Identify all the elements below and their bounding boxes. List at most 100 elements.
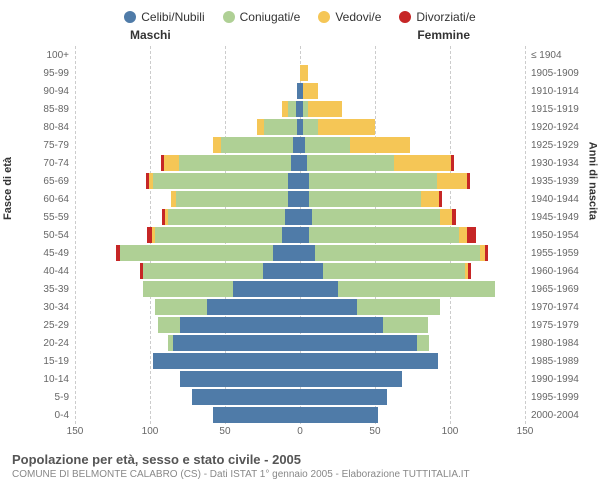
bar-segment [300,191,309,207]
bar-segment [158,317,181,333]
female-bar [300,407,378,423]
age-label: 5-9 [20,392,75,403]
male-half [75,262,300,280]
age-label: 65-69 [20,176,75,187]
female-half [300,370,525,388]
bar-segment [303,83,318,99]
female-bar [300,101,342,117]
age-label: 40-44 [20,266,75,277]
age-label: 100+ [20,50,75,61]
male-half [75,316,300,334]
female-bar [300,155,454,171]
bar-segment [300,299,357,315]
female-half [300,262,525,280]
bar-segment [143,281,233,297]
legend-dot [399,11,411,23]
female-half [300,244,525,262]
bar-segment [285,209,300,225]
female-half [300,190,525,208]
male-half [75,280,300,298]
female-bar [300,335,429,351]
male-bar [147,227,300,243]
pyramid-row: 25-291975-1979 [20,316,580,334]
bar-segment [273,245,300,261]
pyramid-row: 70-74 1930-1934 [20,154,580,172]
bar-segment [417,335,429,351]
footer-title: Popolazione per età, sesso e stato civil… [12,452,588,467]
female-bar [300,119,375,135]
bar-segment [282,227,300,243]
bar-segment [143,263,263,279]
male-bar [257,119,301,135]
x-tick: 50 [369,426,380,437]
age-label: 50-54 [20,230,75,241]
pyramid-row: 45-491955-1959 [20,244,580,262]
year-label: 1980-1984 [525,338,580,349]
female-half [300,298,525,316]
age-label: 85-89 [20,104,75,115]
year-label: 1930-1934 [525,158,580,169]
age-label: 55-59 [20,212,75,223]
pyramid-rows: 100+≤ 190495-991905-190990-941910-191485… [20,46,580,424]
legend-label: Coniugati/e [240,10,301,24]
pyramid-row: 30-341970-1974 [20,298,580,316]
legend-label: Celibi/Nubili [141,10,204,24]
bar-segment [155,227,283,243]
bar-segment [300,173,309,189]
bar-segment [213,407,300,423]
legend-dot [223,11,235,23]
female-bar [300,209,456,225]
bar-segment [451,155,454,171]
male-half [75,244,300,262]
female-bar [300,353,438,369]
age-label: 95-99 [20,68,75,79]
age-label: 35-39 [20,284,75,295]
female-half [300,64,525,82]
year-label: 2000-2004 [525,410,580,421]
year-label: 1960-1964 [525,266,580,277]
x-axis-ticks: 15010050050100150 [75,426,525,442]
bar-segment [300,389,387,405]
age-label: 15-19 [20,356,75,367]
year-label: 1920-1924 [525,122,580,133]
bar-segment [468,263,471,279]
male-half [75,208,300,226]
female-bar [300,245,488,261]
bar-segment [307,155,394,171]
female-bar [300,137,410,153]
pyramid-row: 5-9 1995-1999 [20,388,580,406]
male-bar [192,389,300,405]
age-label: 0-4 [20,410,75,421]
bar-segment [207,299,300,315]
bar-segment [263,263,301,279]
age-label: 70-74 [20,158,75,169]
male-half [75,226,300,244]
male-bar [140,263,301,279]
bar-segment [439,191,442,207]
bar-segment [168,209,285,225]
bar-segment [300,281,338,297]
pyramid-row: 85-891915-1919 [20,100,580,118]
male-half [75,172,300,190]
female-half [300,208,525,226]
chart-container: Celibi/NubiliConiugati/eVedovi/eDivorzia… [0,0,600,500]
year-label: 1995-1999 [525,392,580,403]
male-half [75,82,300,100]
male-bar [171,191,300,207]
female-half [300,352,525,370]
bar-segment [437,173,467,189]
bar-segment [300,227,309,243]
male-half [75,190,300,208]
bar-segment [192,389,300,405]
x-tick: 100 [442,426,459,437]
legend-label: Divorziati/e [416,10,475,24]
female-half [300,154,525,172]
bar-segment [173,335,301,351]
year-label: 1985-1989 [525,356,580,367]
bar-segment [394,155,451,171]
pyramid-row: 35-391965-1969 [20,280,580,298]
male-bar [161,155,301,171]
pyramid-row: 20-241980-1984 [20,334,580,352]
bar-segment [383,317,428,333]
pyramid-row: 50-541950-1954 [20,226,580,244]
